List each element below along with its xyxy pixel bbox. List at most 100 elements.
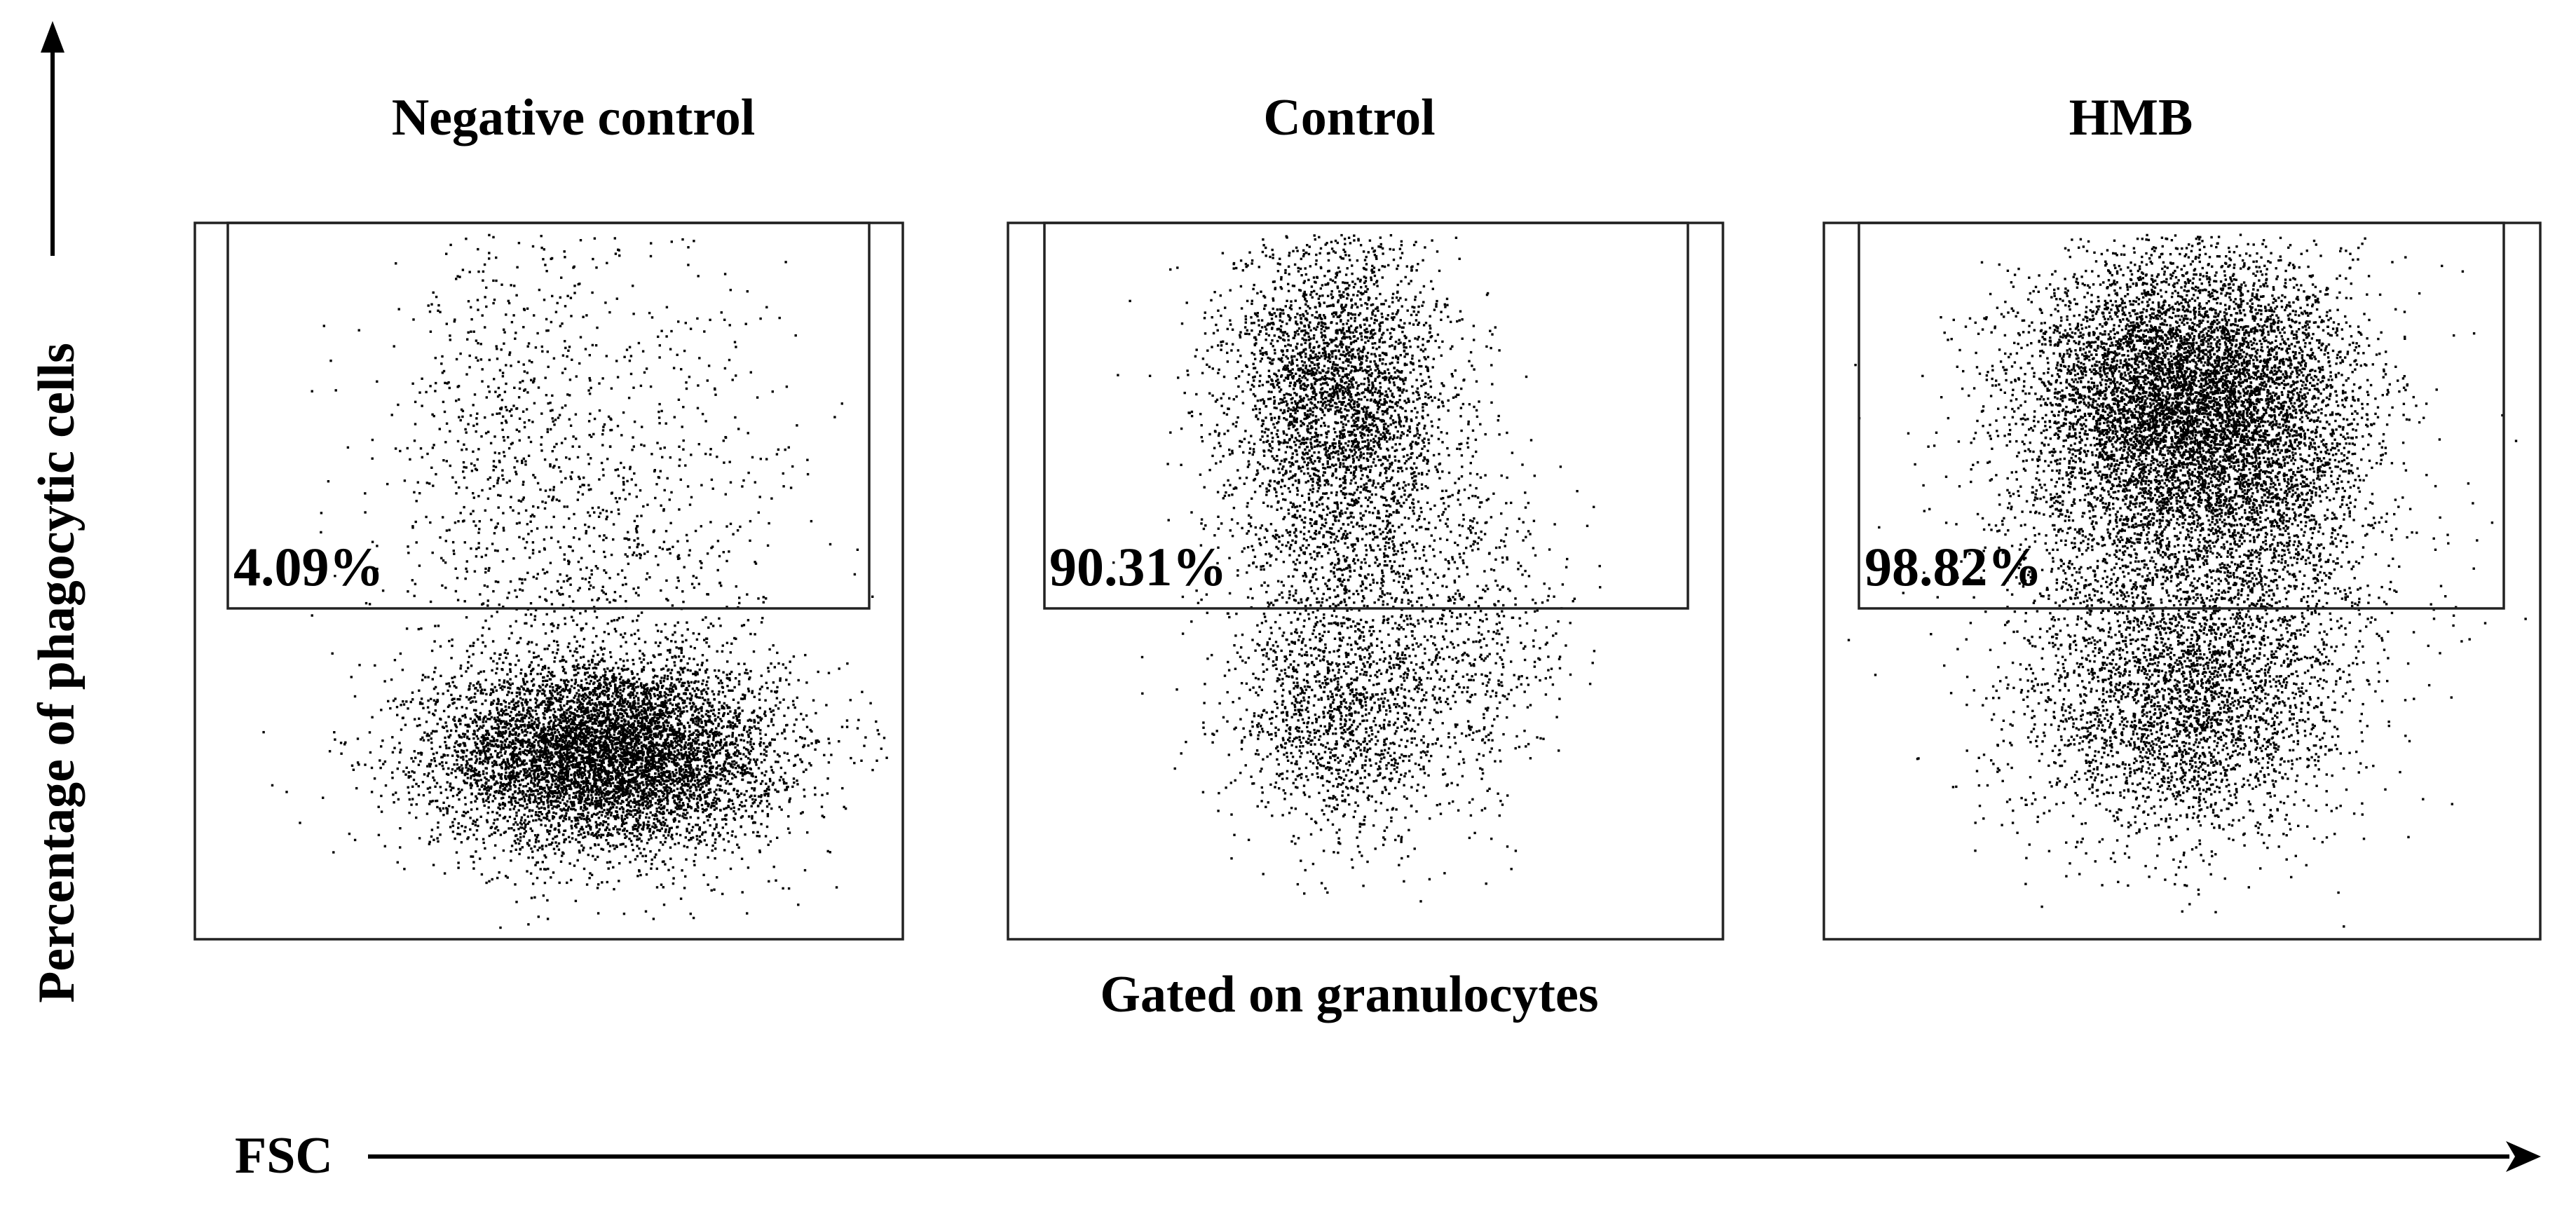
event-point — [509, 625, 512, 628]
event-point — [549, 703, 552, 707]
event-point — [609, 733, 612, 737]
event-point — [545, 761, 548, 763]
event-point — [524, 800, 526, 803]
event-point — [718, 833, 722, 836]
event-point — [734, 677, 737, 680]
event-point — [657, 790, 660, 793]
event-point — [507, 767, 510, 770]
event-point — [690, 743, 693, 746]
event-point — [629, 730, 632, 733]
event-point — [523, 725, 526, 728]
event-point — [771, 783, 775, 786]
event-point — [681, 667, 685, 670]
event-point — [795, 718, 798, 721]
event-point — [523, 821, 526, 824]
event-point — [599, 789, 602, 791]
event-point — [485, 799, 488, 802]
event-point — [501, 685, 504, 688]
event-point — [697, 718, 700, 721]
event-point — [566, 809, 569, 812]
event-point — [622, 768, 626, 770]
event-point — [776, 686, 779, 689]
event-point — [651, 763, 654, 766]
event-point — [622, 741, 626, 744]
event-point — [475, 744, 477, 746]
event-point — [684, 741, 688, 744]
event-point — [574, 735, 578, 737]
event-point — [742, 728, 746, 732]
event-point — [396, 768, 399, 770]
event-point — [723, 702, 725, 705]
event-point — [444, 721, 447, 724]
event-point — [512, 703, 516, 707]
event-point — [767, 670, 770, 673]
event-point — [564, 714, 566, 717]
event-point — [702, 715, 704, 718]
event-point — [625, 641, 627, 643]
event-point — [630, 763, 633, 765]
event-point — [659, 732, 662, 736]
event-point — [675, 777, 679, 781]
event-point — [536, 861, 540, 864]
event-point — [578, 749, 582, 752]
event-point — [654, 721, 657, 725]
event-point — [470, 801, 472, 804]
event-point — [613, 737, 615, 739]
event-point — [642, 733, 646, 736]
event-point — [469, 784, 472, 786]
event-point — [692, 702, 695, 704]
event-point — [716, 876, 718, 879]
event-point — [672, 877, 675, 880]
event-point — [643, 726, 647, 729]
event-point — [492, 778, 495, 781]
event-point — [802, 746, 805, 749]
event-point — [484, 739, 486, 742]
event-point — [501, 784, 505, 787]
event-point — [679, 673, 681, 676]
event-point — [657, 750, 661, 753]
event-point — [552, 651, 554, 654]
event-point — [597, 724, 600, 728]
event-point — [554, 710, 557, 714]
event-point — [434, 709, 437, 712]
event-point — [547, 741, 550, 744]
event-point — [428, 772, 430, 775]
event-point — [439, 833, 442, 836]
event-point — [665, 709, 668, 711]
event-point — [505, 731, 507, 734]
event-point — [613, 815, 615, 818]
event-point — [525, 674, 528, 677]
event-point — [470, 855, 472, 858]
event-point — [628, 742, 632, 745]
event-point — [411, 770, 414, 773]
event-point — [650, 723, 653, 726]
event-point — [599, 693, 601, 695]
event-point — [446, 812, 449, 814]
event-point — [711, 723, 714, 725]
event-point — [429, 800, 432, 803]
event-point — [492, 774, 495, 777]
event-point — [753, 718, 756, 722]
event-point — [740, 800, 743, 804]
event-point — [475, 700, 477, 703]
event-point — [606, 733, 608, 736]
event-point — [641, 759, 644, 762]
event-point — [627, 779, 631, 782]
event-point — [636, 838, 639, 841]
event-point — [655, 746, 658, 749]
event-point — [578, 770, 581, 773]
event-point — [596, 770, 599, 773]
event-point — [512, 755, 516, 758]
event-point — [428, 711, 430, 714]
event-point — [647, 721, 650, 724]
event-point — [500, 754, 503, 757]
event-point — [690, 708, 693, 711]
event-point — [592, 744, 595, 746]
event-point — [465, 763, 468, 766]
event-point — [494, 731, 498, 734]
event-point — [716, 784, 719, 786]
event-point — [695, 729, 697, 732]
event-point — [715, 727, 718, 730]
event-point — [690, 796, 693, 799]
event-point — [477, 824, 479, 828]
